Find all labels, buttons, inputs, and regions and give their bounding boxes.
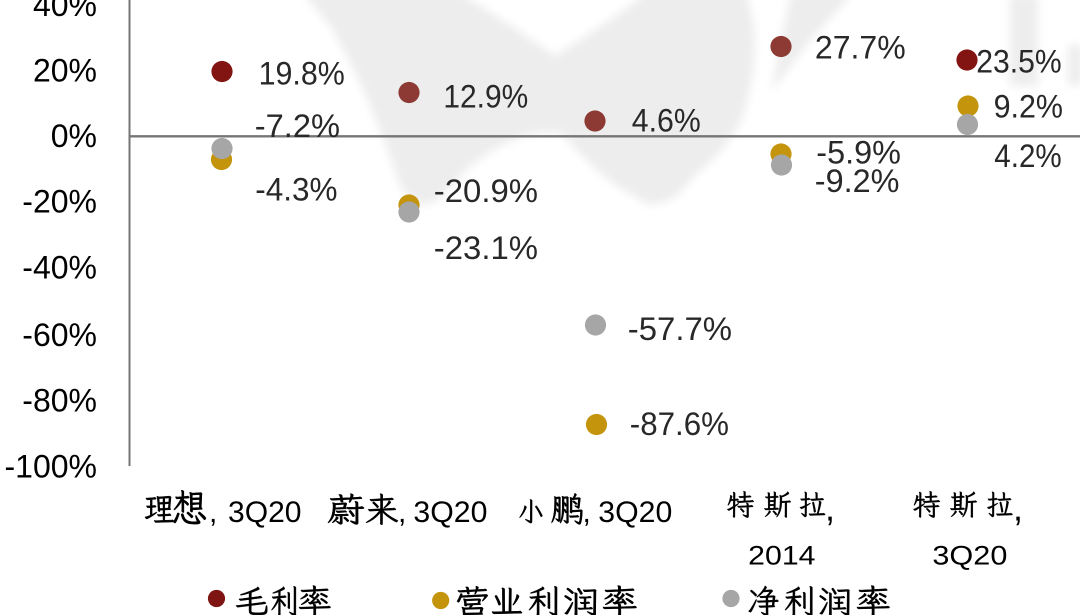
svg-text:3Q20: 3Q20 [598,496,672,529]
svg-text:,: , [398,496,406,529]
svg-text:-40%: -40% [22,250,97,286]
svg-text:2014: 2014 [748,540,815,570]
svg-text:,: , [1013,488,1023,529]
svg-text:4.2%: 4.2% [994,138,1061,174]
svg-text:-5.9%: -5.9% [816,135,901,171]
svg-text:-7.2%: -7.2% [255,108,340,144]
svg-text:-60%: -60% [22,317,97,353]
svg-text:-87.6%: -87.6% [630,406,729,442]
svg-text:3Q20: 3Q20 [932,540,1007,570]
svg-text:27.7%: 27.7% [815,30,906,66]
svg-text:-20%: -20% [22,184,97,220]
svg-text:4.6%: 4.6% [632,103,701,139]
svg-text:40%: 40% [33,0,97,23]
svg-text:-20.9%: -20.9% [434,173,538,209]
svg-text:23.5%: 23.5% [976,44,1061,80]
svg-text:0%: 0% [51,118,97,154]
svg-text:-100%: -100% [5,448,98,484]
svg-text:,: , [209,496,217,529]
svg-text:,: , [825,488,835,529]
svg-text:12.9%: 12.9% [443,79,528,115]
svg-text:9.2%: 9.2% [994,89,1063,125]
svg-text:19.8%: 19.8% [259,56,345,92]
svg-text:3Q20: 3Q20 [413,496,487,529]
svg-text:-80%: -80% [22,383,97,419]
svg-text:-57.7%: -57.7% [628,311,732,347]
svg-text:3Q20: 3Q20 [228,496,302,529]
svg-text:-4.3%: -4.3% [255,172,337,208]
svg-text:-9.2%: -9.2% [815,163,900,199]
svg-text:,: , [583,496,591,529]
svg-text:20%: 20% [33,53,97,89]
svg-text:-23.1%: -23.1% [434,230,538,266]
